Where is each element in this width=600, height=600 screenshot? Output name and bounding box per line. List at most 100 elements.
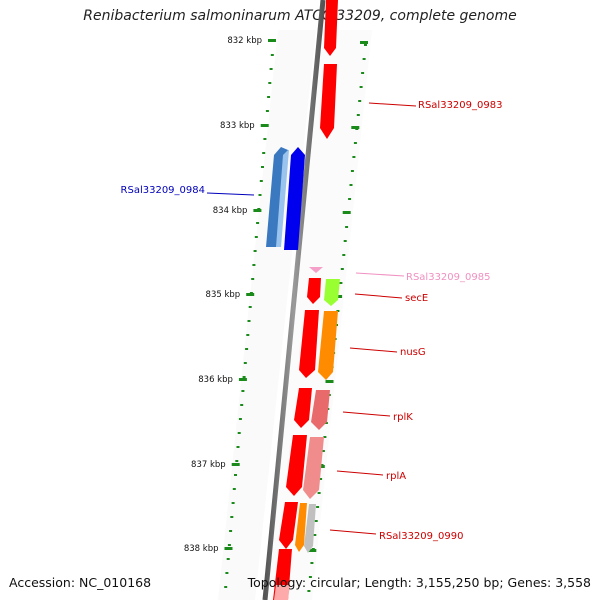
guide-dot [352,156,356,158]
gene-arrow-forward-top[interactable] [324,0,338,56]
gene-arrow-nusg-b[interactable] [318,311,338,380]
guide-dot [263,138,267,140]
major-tick-left [238,378,247,381]
gene-arrow-rsal-0983[interactable] [320,64,337,139]
gene-label[interactable]: secE [405,293,428,304]
tick-label: 838 kbp [184,544,219,554]
gene-arrow-nusg-a[interactable] [299,310,319,378]
major-tick-right [325,380,334,383]
guide-dot [267,96,271,98]
gene-arrow-sece-b[interactable] [324,279,340,306]
guide-dot [241,390,245,392]
guide-dot [253,250,257,252]
guide-dot [261,166,264,168]
guide-dot [359,86,363,88]
guide-dot [254,236,258,238]
guide-dot [268,82,272,84]
major-tick-right [308,549,317,552]
guide-dot [310,562,314,564]
gene-arrow-forward-bottom-b[interactable] [274,585,290,600]
genome-axis [262,0,326,600]
guide-dot [232,488,236,490]
guide-dot [313,534,317,536]
gene-arrow-rsal-0990-b[interactable] [295,503,307,552]
guide-dot [230,516,234,518]
callout-line [354,293,403,299]
guide-dot [348,198,352,200]
guide-dot [262,152,266,154]
guide-dot [248,306,252,308]
guide-dot [240,404,244,406]
guide-dot [314,520,318,522]
guide-dot [251,278,255,280]
guide-dot [323,436,327,438]
guide-dot [227,544,231,546]
gene-arrow-rsal-0985[interactable] [309,267,323,273]
guide-dot [316,506,320,508]
callout-line [368,102,417,107]
gene-arrow-rplk-a[interactable] [294,388,312,428]
tick-labels: 832 kbp 833 kbp 834 kbp 835 kbp 836 kbp 837 k… [184,36,262,554]
guide-dot [236,446,240,448]
guide-dot [362,58,366,60]
gene-arrow-rsal-0984-b[interactable] [276,150,289,247]
gene-label[interactable]: RSal33209_0983 [418,100,502,111]
major-tick-left [268,39,276,42]
topology-summary: Topology: circular; Length: 3,155,250 bp… [247,575,591,590]
guide-dot [342,254,346,256]
gene-label[interactable]: RSal33209_0985 [406,272,490,283]
guide-dot [238,418,242,420]
guide-dot [234,474,237,476]
major-tick-left [231,463,240,466]
guide-dot [246,334,250,336]
guide-dot [242,376,246,378]
major-tick-left [246,293,255,296]
gene-label[interactable]: rplA [386,471,406,482]
gene-arrow-rpla-b[interactable] [303,437,324,499]
guide-dot [361,72,365,74]
left-dotted-guide [224,40,275,588]
gene-label[interactable]: rplK [393,412,413,423]
guide-dot [224,586,228,588]
tick-label: 836 kbp [198,375,233,385]
gene-arrow-rsal-0990-c[interactable] [304,504,316,553]
gene-arrow-rpla-a[interactable] [286,435,307,496]
guide-dot [317,492,321,494]
guide-dot [235,460,239,462]
gene-callouts: RSal33209_0983 RSal33209_0984 RSal33209_09… [121,100,503,542]
gene-arrow-sece-a[interactable] [307,278,321,304]
guide-dot [269,68,273,70]
guide-dot [345,226,349,228]
guide-dot [339,282,343,284]
major-tick-right [360,41,368,44]
map-title: Renibacterium salmoninarum ATCC 33209, c… [83,8,517,24]
guide-dot [358,100,362,102]
gene-arrow-rplk-b[interactable] [311,390,330,430]
major-tick-left [260,124,269,127]
guide-dot [308,576,312,578]
major-tick-left [253,209,262,212]
tick-label: 832 kbp [227,36,262,46]
guide-dot [340,268,344,270]
guide-dot [226,558,230,560]
guide-dot [307,590,311,592]
gene-label[interactable]: RSal33209_0990 [379,531,463,542]
guide-dot [364,44,367,46]
tick-label: 834 kbp [213,206,248,216]
guide-dot [243,362,247,364]
callout-line [355,272,405,277]
gene-label[interactable]: RSal33209_0984 [121,185,205,196]
guide-dot [270,54,274,56]
gene-arrow-rsal-0990-a[interactable] [279,502,298,549]
callout-line [206,192,255,196]
guide-dot [353,142,357,144]
gene-arrow-rsal-0984-c[interactable] [284,147,305,250]
guide-dot [259,180,263,182]
guide-dot [356,114,360,116]
guide-dot [231,502,235,504]
guide-dot [247,320,251,322]
gene-label[interactable]: nusG [400,347,426,358]
guide-dot [324,422,328,424]
guide-dot [265,110,269,112]
